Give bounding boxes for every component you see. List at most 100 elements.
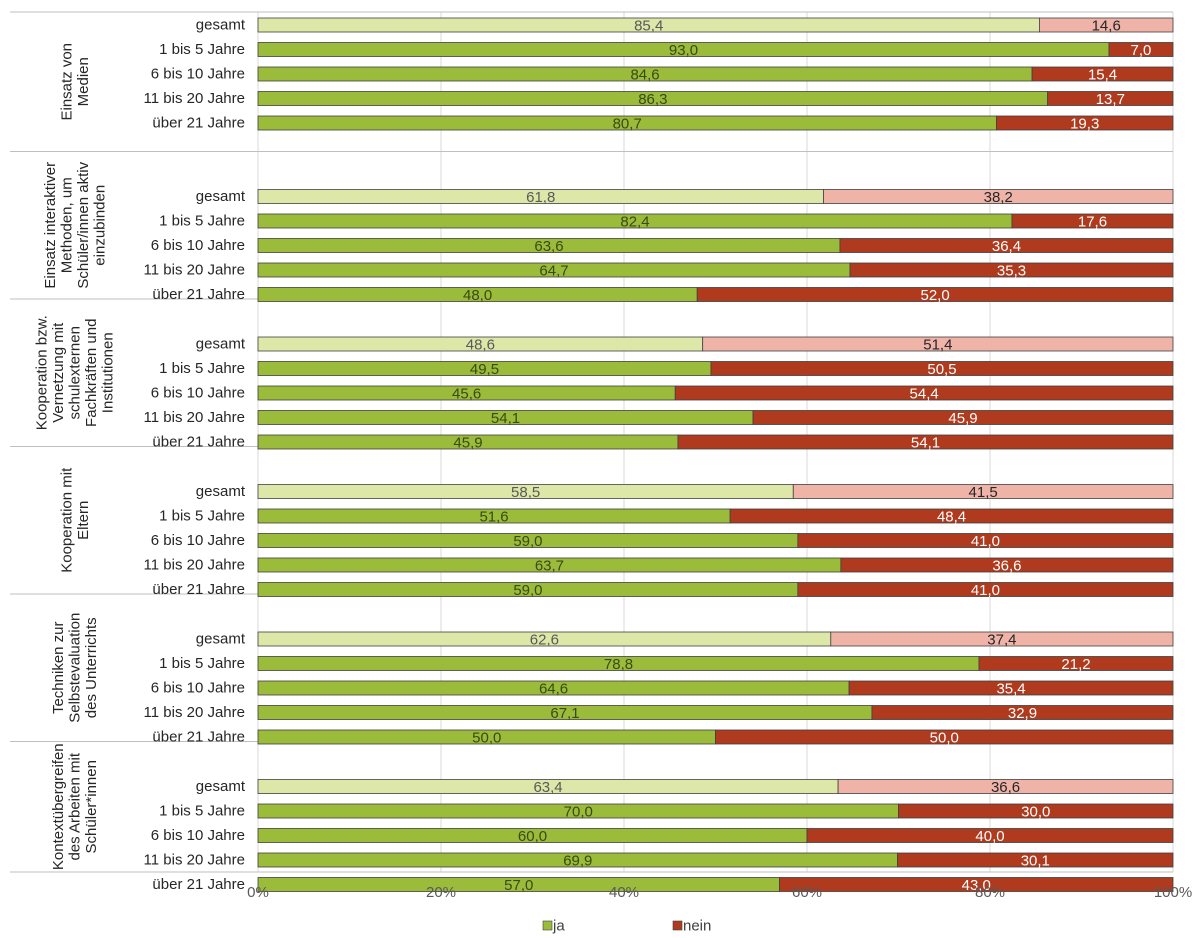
value-label-nein: 14,6 bbox=[1092, 18, 1121, 35]
value-label-ja: 51,6 bbox=[479, 509, 508, 526]
group-label: Institutionen bbox=[100, 332, 117, 413]
bar-nein bbox=[1011, 213, 1174, 229]
value-label-nein: 51,4 bbox=[923, 337, 952, 354]
bar-nein bbox=[849, 262, 1174, 278]
value-label-ja: 69,9 bbox=[563, 853, 592, 870]
row-label: 6 bis 10 Jahre bbox=[151, 385, 245, 402]
bar-nein bbox=[898, 803, 1174, 819]
value-label-ja: 63,6 bbox=[534, 238, 563, 255]
row-labels: gesamt 1 bis 5 Jahre 6 bis 10 Jahre 11 bis … bbox=[144, 17, 246, 894]
group-label: Kooperation bzw. bbox=[34, 315, 51, 430]
value-label-ja: 45,9 bbox=[453, 435, 482, 452]
value-label-ja: 61,8 bbox=[526, 189, 555, 206]
value-label-ja: 45,6 bbox=[452, 386, 481, 403]
bar-nein bbox=[1031, 66, 1174, 82]
row-label: gesamt bbox=[196, 631, 246, 648]
row-label: über 21 Jahre bbox=[152, 876, 245, 893]
x-tick-label: 80% bbox=[975, 884, 1005, 901]
x-axis-ticks: 0% 20% 40% 60% 80% 100% bbox=[247, 884, 1192, 901]
row-label: 6 bis 10 Jahre bbox=[151, 66, 245, 83]
value-label-ja: 57,0 bbox=[504, 877, 533, 894]
row-label: 1 bis 5 Jahre bbox=[159, 508, 245, 525]
bar-nein bbox=[830, 631, 1174, 647]
x-tick-label: 20% bbox=[426, 884, 456, 901]
value-label-ja: 59,0 bbox=[513, 582, 542, 599]
bar-nein bbox=[1039, 17, 1174, 33]
row-label: 1 bis 5 Jahre bbox=[159, 360, 245, 377]
row-label: 11 bis 20 Jahre bbox=[144, 90, 245, 107]
row-label: 1 bis 5 Jahre bbox=[159, 803, 245, 820]
value-label-nein: 21,2 bbox=[1061, 656, 1090, 673]
legend: ja nein bbox=[542, 918, 711, 935]
value-label-nein: 7,0 bbox=[1131, 42, 1152, 59]
group-label: des Arbeiten mit bbox=[67, 752, 84, 860]
bar-nein bbox=[839, 238, 1174, 253]
value-label-nein: 30,1 bbox=[1021, 853, 1050, 870]
x-tick-label: 0% bbox=[247, 884, 269, 901]
legend-swatch-ja bbox=[542, 920, 553, 931]
value-label-ja: 49,5 bbox=[470, 361, 499, 378]
row-label: 11 bis 20 Jahre bbox=[144, 262, 245, 279]
value-label-ja: 67,1 bbox=[550, 705, 579, 722]
bar-nein bbox=[823, 189, 1174, 204]
value-label-nein: 35,3 bbox=[997, 263, 1026, 280]
group-label: Techniken zur bbox=[50, 621, 67, 714]
value-label-nein: 45,9 bbox=[948, 410, 977, 427]
bar-nein bbox=[1047, 91, 1174, 106]
legend-label-ja: ja bbox=[552, 918, 565, 935]
bar-nein bbox=[715, 729, 1174, 745]
bar-nein bbox=[797, 582, 1174, 597]
bar-nein bbox=[779, 877, 1174, 892]
group-label: schulexternen bbox=[67, 326, 84, 419]
row-label: gesamt bbox=[196, 483, 246, 500]
row-label: über 21 Jahre bbox=[152, 729, 245, 746]
value-label-ja: 84,6 bbox=[630, 67, 659, 84]
value-label-nein: 50,5 bbox=[927, 361, 956, 378]
bar-nein bbox=[996, 115, 1174, 131]
legend-label-nein: nein bbox=[683, 918, 711, 935]
bar-nein bbox=[710, 361, 1174, 376]
group-label: Medien bbox=[75, 57, 92, 106]
value-label-nein: 40,0 bbox=[975, 828, 1004, 845]
x-tick-label: 60% bbox=[792, 884, 822, 901]
row-label: gesamt bbox=[196, 778, 246, 795]
row-label: 11 bis 20 Jahre bbox=[144, 704, 245, 721]
value-label-ja: 48,0 bbox=[463, 287, 492, 304]
row-label: gesamt bbox=[196, 336, 246, 353]
row-label: 11 bis 20 Jahre bbox=[144, 557, 245, 574]
row-label: 1 bis 5 Jahre bbox=[159, 41, 245, 58]
value-label-ja: 70,0 bbox=[564, 804, 593, 821]
value-label-ja: 85,4 bbox=[634, 18, 663, 35]
row-label: 6 bis 10 Jahre bbox=[151, 237, 245, 254]
value-label-nein: 32,9 bbox=[1008, 705, 1037, 722]
bar-nein bbox=[792, 484, 1174, 499]
value-label-ja: 50,0 bbox=[472, 730, 501, 747]
value-label-nein: 41,0 bbox=[971, 582, 1000, 599]
value-label-ja: 59,0 bbox=[513, 533, 542, 550]
value-label-nein: 54,4 bbox=[910, 386, 939, 403]
value-label-ja: 93,0 bbox=[669, 42, 698, 59]
row-label: über 21 Jahre bbox=[152, 286, 245, 303]
value-label-nein: 41,5 bbox=[969, 484, 998, 501]
row-label: gesamt bbox=[196, 17, 246, 34]
group-label: Kooperation mit bbox=[58, 467, 75, 573]
value-label-nein: 37,4 bbox=[987, 632, 1016, 649]
value-label-nein: 36,6 bbox=[992, 558, 1021, 575]
x-tick-label: 100% bbox=[1154, 884, 1192, 901]
bars bbox=[257, 17, 1174, 892]
value-label-nein: 17,6 bbox=[1078, 214, 1107, 231]
value-label-nein: 36,6 bbox=[991, 779, 1020, 796]
value-label-nein: 19,3 bbox=[1070, 116, 1099, 133]
group-label: Kontextübergreifen bbox=[50, 743, 67, 870]
value-label-ja: 54,1 bbox=[491, 410, 520, 427]
bar-nein bbox=[897, 852, 1174, 868]
value-label-ja: 86,3 bbox=[638, 91, 667, 108]
row-label: gesamt bbox=[196, 188, 246, 205]
value-label-ja: 48,6 bbox=[466, 337, 495, 354]
group-label: Fachkräften und bbox=[83, 319, 100, 427]
value-label-ja: 63,7 bbox=[535, 558, 564, 575]
value-label-nein: 15,4 bbox=[1088, 67, 1117, 84]
bar-nein bbox=[677, 434, 1174, 450]
bar-nein bbox=[871, 705, 1174, 720]
